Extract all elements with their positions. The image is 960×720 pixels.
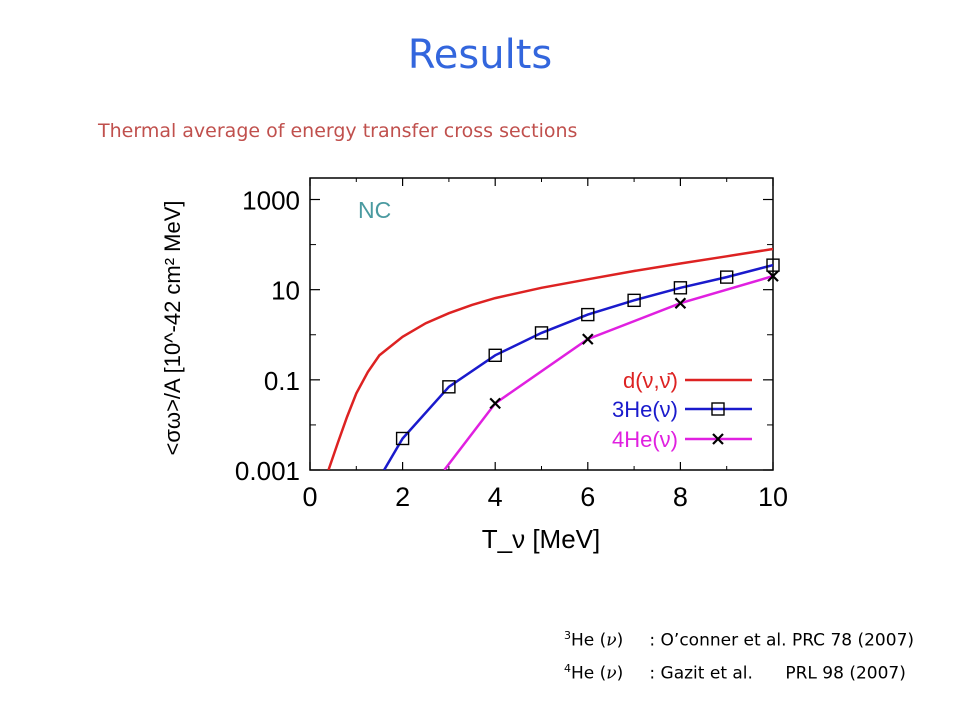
data-point-square <box>395 431 410 446</box>
nu-symbol: ν <box>606 630 617 651</box>
legend-label: 3He(ν) <box>612 397 678 422</box>
series-line <box>327 247 773 470</box>
reference-close: ) <box>616 630 624 651</box>
reference-mass: 3 <box>564 629 571 642</box>
data-point-square <box>488 348 502 363</box>
y-tick-label: 1000 <box>242 186 300 216</box>
legend-marker-square <box>711 402 725 416</box>
x-tick-label: 4 <box>488 482 503 512</box>
reference-label: He ( <box>571 630 607 651</box>
data-point-square <box>627 293 641 308</box>
y-axis-label: <σω>/A [10^-42 cm² MeV] <box>160 200 185 455</box>
chart-annotation: NC <box>358 197 391 223</box>
series-line <box>383 263 773 470</box>
y-tick-label: 0.001 <box>235 456 300 486</box>
data-point-square <box>442 380 456 394</box>
data-point-cross <box>489 397 501 410</box>
page-title: Results <box>407 32 553 78</box>
data-point-cross <box>674 297 687 310</box>
series-line <box>443 274 773 470</box>
references: 3He (ν) : O’conner et al. PRC 78 (2007) … <box>564 622 914 687</box>
x-tick-label: 2 <box>395 482 410 512</box>
nu-symbol: ν <box>606 663 617 684</box>
data-point-cross <box>767 270 779 282</box>
x-tick-label: 0 <box>302 482 317 512</box>
reference-close: ) <box>616 663 624 684</box>
legend-label: d(ν,ν̄) <box>623 368 678 393</box>
legend-marker-cross <box>712 433 724 445</box>
data-point-square <box>766 258 780 272</box>
data-point-cross <box>582 333 594 345</box>
reference-row: 3He (ν) : O’conner et al. PRC 78 (2007) <box>564 622 914 655</box>
reference-colon: : <box>649 630 656 651</box>
x-tick-label: 8 <box>673 482 688 512</box>
reference-text: Gazit et al. PRL 98 (2007) <box>660 663 906 684</box>
data-point-square <box>673 281 688 295</box>
y-tick-label: 0.1 <box>264 366 300 396</box>
reference-text: O’conner et al. PRC 78 (2007) <box>660 630 915 651</box>
x-axis-label: T_ν [MeV] <box>482 524 600 554</box>
data-point-square <box>720 270 734 284</box>
reference-row: 4He (ν) : Gazit et al. PRL 98 (2007) <box>564 655 914 688</box>
reference-colon: : <box>649 663 656 684</box>
series-group <box>327 247 773 470</box>
reference-label: He ( <box>571 663 607 684</box>
y-tick-label: 10 <box>271 276 300 306</box>
data-point-square <box>534 326 549 340</box>
x-tick-label: 10 <box>758 482 788 512</box>
legend-label: 4He(ν) <box>612 427 678 452</box>
data-point-square <box>581 307 595 322</box>
reference-mass: 4 <box>564 661 571 675</box>
x-tick-label: 6 <box>580 482 595 512</box>
page-subtitle: Thermal average of energy transfer cross… <box>98 120 578 142</box>
